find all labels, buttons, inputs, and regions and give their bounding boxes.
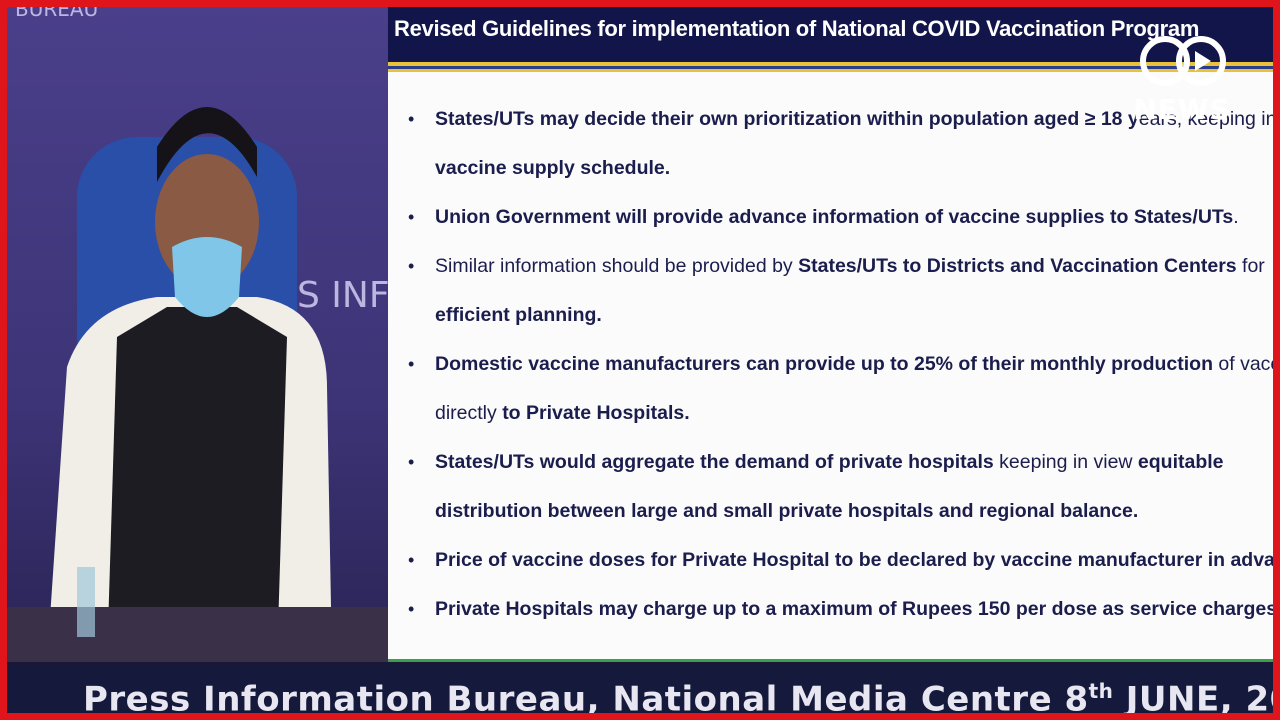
bullet-text: directly: [435, 402, 503, 424]
speaker-video: BUREAU S INFOR: [7, 7, 388, 662]
bullet-line: directly to Private Hospitals.: [388, 389, 1273, 438]
footer-text: Press Information Bureau, National Media…: [83, 679, 1089, 713]
bullet-dot: •: [408, 354, 415, 374]
bullet-line: vaccine supply schedule.: [388, 144, 1273, 193]
slide-title: Revised Guidelines for implementation of…: [388, 7, 1273, 62]
bullet-line: • Similar information should be provided …: [388, 242, 1273, 291]
bullet-dot: •: [408, 109, 415, 129]
slide: Revised Guidelines for implementation of…: [388, 7, 1273, 662]
bullet-line: • Union Government will provide advance i…: [388, 193, 1273, 242]
bullet-text: .: [1233, 206, 1239, 228]
bullet-text: Domestic vaccine manufacturers can provi…: [435, 353, 1213, 375]
bullet-text: to Private Hospitals.: [502, 402, 690, 424]
video-frame: BUREAU S INFOR Revised Guidelines for im…: [7, 7, 1273, 713]
logo-text: NEWS: [1133, 93, 1231, 126]
bullet-line: • Domestic vaccine manufacturers can prov…: [388, 340, 1273, 389]
bullet-text: ears, keeping in: [1138, 108, 1273, 130]
footer-superscript: th: [1088, 679, 1114, 703]
bullet-text: of vaccine: [1218, 353, 1273, 375]
bullet-text: Similar information should be provided b…: [435, 255, 799, 277]
divider: [388, 659, 1273, 662]
speaker-figure: [7, 107, 388, 662]
bullet-line: • States/UTs may decide their own priorit…: [388, 95, 1273, 144]
bullet-line: • Private Hospitals may charge up to a ma…: [388, 585, 1273, 634]
bullet-text: keeping in view: [993, 451, 1138, 473]
wall-text: S INFOR: [297, 275, 388, 316]
bullet-list: • States/UTs may decide their own priorit…: [388, 95, 1273, 634]
bullet-line: • Price of vaccine doses for Private Hosp…: [388, 536, 1273, 585]
bullet-line: • States/UTs would aggregate the demand o…: [388, 438, 1273, 487]
bullet-line: efficient planning.: [388, 291, 1273, 340]
bullet-text: States/UTs to Districts and Vaccination …: [798, 255, 1237, 277]
bullet-dot: •: [408, 599, 415, 619]
bullet-dot: •: [408, 452, 415, 472]
logo-mark: [1140, 36, 1226, 86]
bullet-dot: •: [408, 550, 415, 570]
bullet-text: equitable: [1137, 451, 1224, 473]
bullet-text: Private Hospitals may charge up to a max…: [435, 598, 1273, 620]
bullet-text: States/UTs would aggregate the demand of…: [435, 451, 994, 473]
footer-text: JUNE, 2021: [1125, 679, 1273, 713]
bullet-text: vaccine supply schedule.: [435, 157, 671, 179]
bullet-text: States/UTs may decide their own prioriti…: [435, 108, 1139, 130]
bullet-line: distribution between large and small pri…: [388, 487, 1273, 536]
bullet-dot: •: [408, 256, 415, 276]
wall-text: BUREAU: [15, 7, 99, 21]
footer-banner: Press Information Bureau, National Media…: [7, 665, 1273, 713]
bullet-text: efficient planning.: [435, 304, 602, 326]
bullet-text: distribution between large and small pri…: [435, 500, 1139, 522]
bullet-text: for: [1236, 255, 1265, 277]
bullet-text: Price of vaccine doses for Private Hospi…: [435, 549, 1273, 571]
bullet-dot: •: [408, 207, 415, 227]
channel-logo: NEWS: [1117, 33, 1247, 126]
bullet-text: Union Government will provide advance in…: [435, 206, 1234, 228]
